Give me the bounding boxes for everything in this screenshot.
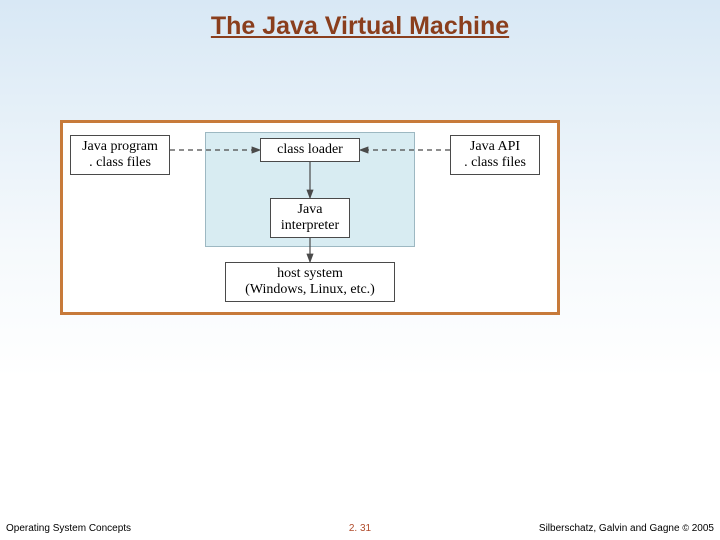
node-text-line: Java program — [82, 139, 158, 155]
node-java-program: Java program. class files — [70, 135, 170, 175]
node-class-loader: class loader — [260, 138, 360, 162]
jvm-diagram: Java program. class files class loader J… — [60, 120, 560, 315]
footer-year: 2005 — [689, 523, 714, 534]
node-text-line: interpreter — [281, 218, 339, 234]
node-java-api: Java API. class files — [450, 135, 540, 175]
copyright-icon: © — [682, 523, 689, 533]
node-host-system: host system(Windows, Linux, etc.) — [225, 262, 395, 302]
node-text-line: host system — [277, 266, 343, 282]
page-title: The Java Virtual Machine — [211, 12, 509, 41]
node-java-interpreter: Javainterpreter — [270, 198, 350, 238]
node-text-line: (Windows, Linux, etc.) — [245, 282, 375, 298]
slide-footer: Operating System Concepts 2. 31 Silbersc… — [0, 516, 720, 540]
footer-authors: Silberschatz, Galvin and Gagne — [539, 523, 682, 534]
node-text-line: class loader — [277, 142, 343, 158]
footer-right: Silberschatz, Galvin and Gagne © 2005 — [539, 523, 714, 534]
footer-left: Operating System Concepts — [6, 523, 131, 534]
node-text-line: . class files — [464, 155, 526, 171]
footer-page-number: 2. 31 — [349, 523, 371, 534]
node-text-line: Java API — [470, 139, 520, 155]
node-text-line: . class files — [89, 155, 151, 171]
node-text-line: Java — [298, 202, 323, 218]
